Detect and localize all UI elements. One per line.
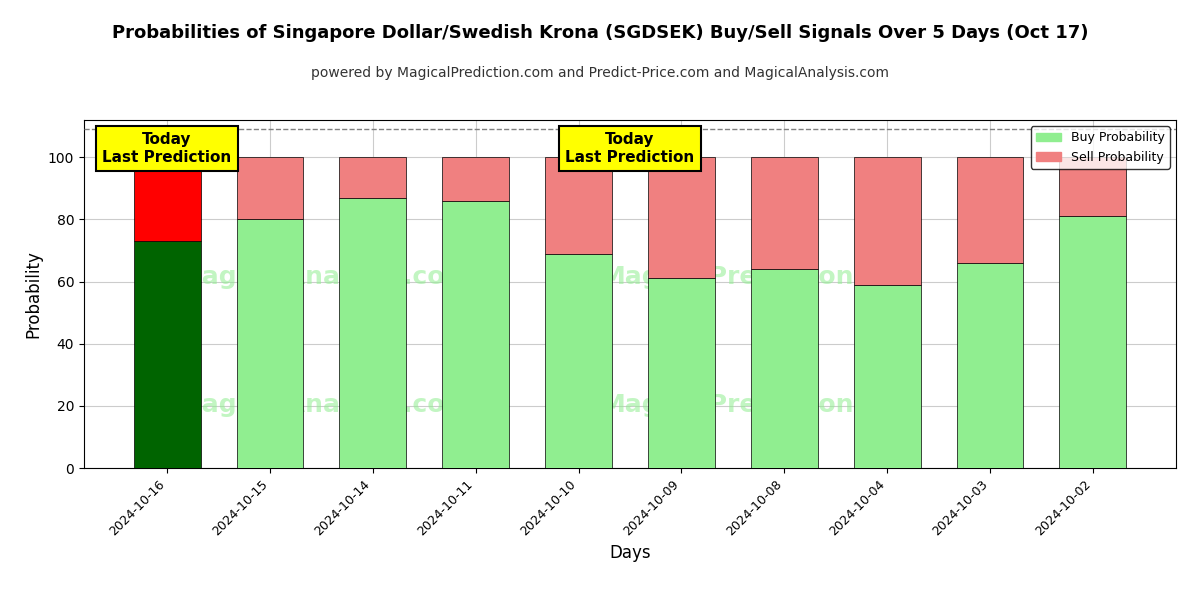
Bar [236, 157, 304, 220]
Text: MagicalPrediction.com: MagicalPrediction.com [600, 265, 922, 289]
Bar [648, 278, 715, 468]
Text: Probabilities of Singapore Dollar/Swedish Krona (SGDSEK) Buy/Sell Signals Over 5: Probabilities of Singapore Dollar/Swedis… [112, 24, 1088, 42]
Text: powered by MagicalPrediction.com and Predict-Price.com and MagicalAnalysis.com: powered by MagicalPrediction.com and Pre… [311, 66, 889, 80]
Bar [545, 254, 612, 468]
Bar [340, 157, 407, 197]
Bar [956, 157, 1024, 263]
Bar [956, 263, 1024, 468]
Bar [133, 157, 200, 241]
Legend: Buy Probability, Sell Probability: Buy Probability, Sell Probability [1031, 126, 1170, 169]
Bar [648, 157, 715, 278]
Text: Today
Last Prediction: Today Last Prediction [565, 133, 695, 165]
Bar [1060, 217, 1127, 468]
Bar [133, 241, 200, 468]
Bar [853, 157, 920, 284]
Text: MagicalAnalysis.com: MagicalAnalysis.com [178, 394, 472, 418]
Bar [443, 157, 509, 201]
Y-axis label: Probability: Probability [24, 250, 42, 338]
Bar [545, 157, 612, 254]
Bar [751, 157, 817, 269]
Bar [751, 269, 817, 468]
Text: MagicalAnalysis.com: MagicalAnalysis.com [178, 265, 472, 289]
X-axis label: Days: Days [610, 544, 650, 562]
Bar [340, 197, 407, 468]
Bar [236, 220, 304, 468]
Bar [853, 284, 920, 468]
Text: MagicalPrediction.com: MagicalPrediction.com [600, 394, 922, 418]
Bar [1060, 157, 1127, 217]
Text: Today
Last Prediction: Today Last Prediction [102, 133, 232, 165]
Bar [443, 201, 509, 468]
